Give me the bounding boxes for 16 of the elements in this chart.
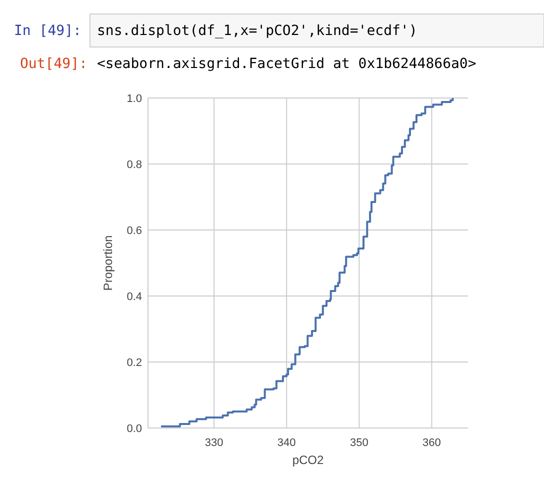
text: <seaborn.axisgrid.FacetGrid at 0x1b6244866a0>	[97, 56, 476, 72]
text: In [49]:	[14, 23, 82, 39]
text: Out[49]:	[20, 56, 88, 72]
text: sns.displot(df_1,x='pCO2',kind='ecdf')	[97, 23, 418, 39]
y-tick-label: 0.8	[126, 159, 142, 171]
y-tick-label: 0.2	[126, 357, 142, 369]
y-tick-label: 0.0	[126, 423, 142, 435]
y-tick-label: 0.4	[126, 291, 142, 303]
y-axis-title: Proportion	[101, 235, 115, 291]
x-tick-label: 360	[422, 437, 441, 449]
y-tick-label: 1.0	[126, 93, 142, 105]
x-tick-label: 340	[277, 437, 296, 449]
x-tick-label: 330	[204, 437, 224, 449]
x-tick-label: 350	[350, 437, 368, 449]
x-axis-title: pCO2	[292, 453, 324, 467]
y-tick-label: 0.6	[126, 225, 142, 237]
